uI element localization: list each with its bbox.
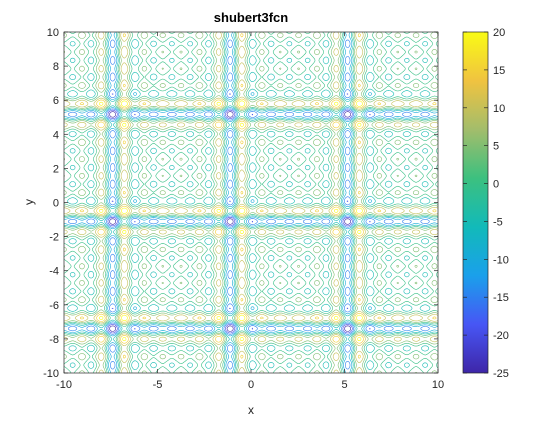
colorbar-tick-label: -10 <box>493 254 509 266</box>
y-tick-label: 10 <box>47 27 59 39</box>
x-tick-label: -5 <box>153 379 163 391</box>
x-axis-label: x <box>248 403 254 417</box>
contour-level-10 <box>63 31 439 374</box>
colorbar-ticks: 20 15 10 5 0 -5 -10 -15 -20 -25 <box>463 27 509 380</box>
x-ticks: -10 -5 0 5 10 <box>56 32 444 391</box>
chart-title: shubert3fcn <box>214 10 288 25</box>
y-tick-label: -10 <box>43 368 59 380</box>
contour-level-neg15 <box>67 39 430 370</box>
colorbar-tick-label: 5 <box>493 141 499 153</box>
y-tick-label: -8 <box>49 334 59 346</box>
colorbar-tick-label: -5 <box>493 216 503 228</box>
y-axis-label: y <box>22 199 36 205</box>
colorbar: 20 15 10 5 0 -5 -10 -15 -20 -25 <box>462 27 509 380</box>
y-tick-label: 4 <box>53 129 59 141</box>
y-tick-label: -6 <box>49 300 59 312</box>
colorbar-tick-label: 20 <box>493 27 505 39</box>
contour-lines <box>63 31 439 374</box>
x-tick-label: 10 <box>432 379 444 391</box>
colorbar-tick-label: -25 <box>493 368 509 380</box>
colorbar-tick-label: 10 <box>493 103 505 115</box>
y-tick-label: 2 <box>53 163 59 175</box>
y-tick-label: 6 <box>53 95 59 107</box>
y-tick-label: 0 <box>53 198 59 210</box>
colorbar-frame <box>462 31 489 374</box>
colorbar-tick-label: -20 <box>493 330 509 342</box>
colorbar-tick-label: 15 <box>493 65 505 77</box>
contour-level-neg10 <box>63 31 439 374</box>
contour-level-15 <box>79 33 437 359</box>
contour-level-20 <box>99 100 363 342</box>
colorbar-gradient <box>463 32 488 373</box>
colorbar-tick-label: -15 <box>493 292 509 304</box>
contour-level-neg25 <box>109 111 351 332</box>
x-tick-label: 5 <box>341 379 347 391</box>
y-tick-label: -4 <box>49 266 59 278</box>
y-tick-label: 8 <box>53 61 59 73</box>
contour-level-0 <box>63 31 439 374</box>
plot-area: -10 -5 0 5 10 -10 -8 -6 -4 -2 0 2 4 6 8 10 <box>43 27 444 391</box>
y-ticks: -10 -8 -6 -4 -2 0 2 4 6 8 10 <box>43 27 438 380</box>
contour-level-neg20 <box>107 93 371 334</box>
x-tick-label: 0 <box>248 379 254 391</box>
y-tick-label: -2 <box>49 232 59 244</box>
x-tick-label: -10 <box>56 379 72 391</box>
contour-level-neg5 <box>63 31 439 374</box>
colorbar-tick-label: 0 <box>493 179 499 191</box>
